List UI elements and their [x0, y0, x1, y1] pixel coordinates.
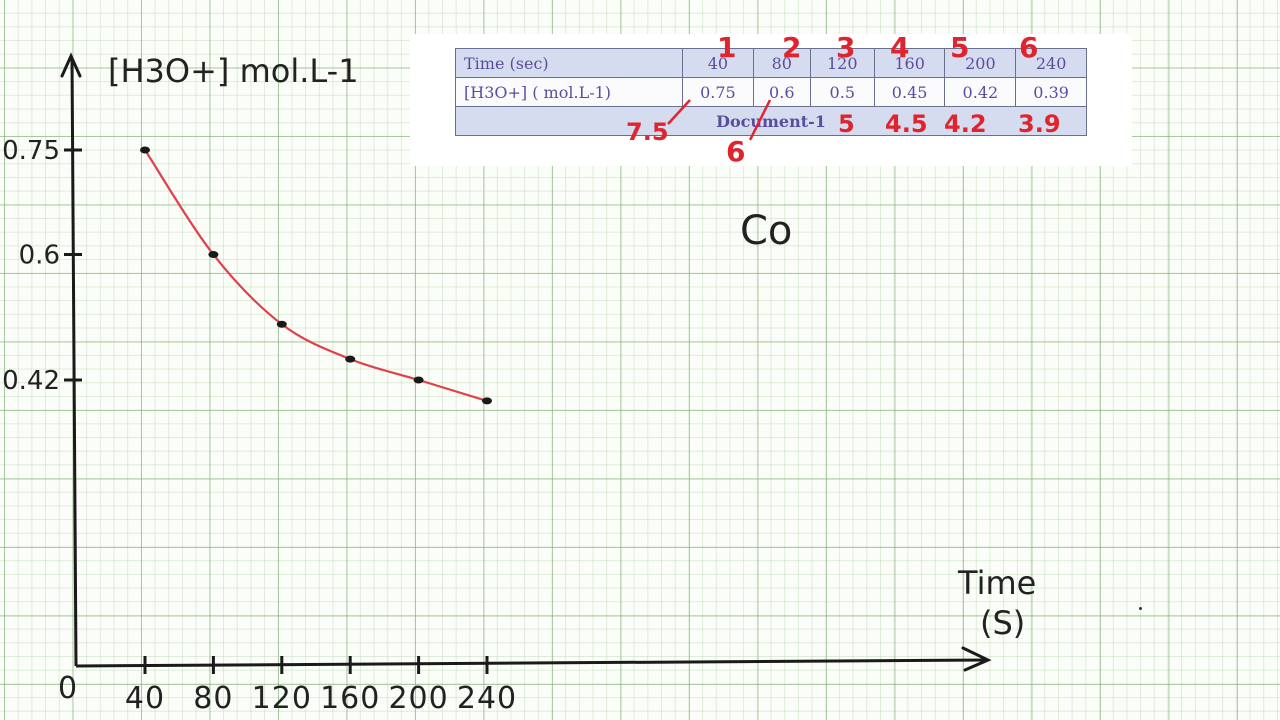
- x-tick-label: 240: [457, 681, 517, 716]
- y-tick-label: 0.75: [2, 136, 60, 166]
- scaled-value: 5: [838, 110, 855, 138]
- y-ticks: 0.75 0.6 0.42: [2, 136, 82, 396]
- concentration-cell: 0.45: [873, 77, 946, 107]
- time-cell: 200: [944, 48, 1017, 78]
- concentration-cell: 0.75: [682, 77, 754, 107]
- x-axis-arrow: [961, 646, 992, 672]
- time-row: Time (sec) 40 80 120 160 200 240: [455, 48, 1087, 78]
- y-tick-label: 0.6: [19, 241, 60, 271]
- data-point: [413, 376, 424, 384]
- scaled-value: 6: [726, 135, 746, 168]
- time-cell: 160: [873, 48, 946, 78]
- origin-label: 0: [58, 671, 78, 706]
- x-tick-label: 200: [388, 681, 448, 716]
- concentration-cell: 0.5: [809, 77, 875, 107]
- scaled-value: 4.2: [944, 110, 987, 138]
- concentration-cell: 0.6: [752, 77, 811, 107]
- data-table: Time (sec) 40 80 120 160 200 240 [H3O+] …: [455, 48, 1087, 136]
- time-row-label: Time (sec): [455, 48, 683, 78]
- scaled-value: 3.9: [1018, 110, 1061, 138]
- time-cell: 240: [1015, 48, 1087, 78]
- scaled-value: 4.5: [885, 110, 928, 138]
- scaled-value: 7.5: [626, 118, 669, 146]
- column-number: 4: [890, 31, 910, 64]
- column-number: 6: [1019, 31, 1039, 64]
- table-caption: Document-1: [455, 106, 1087, 136]
- x-tick-label: 40: [125, 681, 165, 716]
- column-number: 3: [836, 31, 856, 64]
- data-table-card: Time (sec) 40 80 120 160 200 240 [H3O+] …: [410, 34, 1132, 166]
- data-point: [482, 397, 492, 405]
- y-axis: [70, 57, 78, 667]
- x-tick-label: 120: [252, 681, 312, 716]
- x-axis-unit: (S): [980, 604, 1025, 642]
- data-point: [208, 251, 219, 259]
- data-point: [345, 355, 356, 363]
- concentration-row-label: [H3O+] ( mol.L-1): [455, 77, 683, 107]
- x-axis-title: Time: [957, 564, 1036, 602]
- column-number: 1: [717, 31, 737, 64]
- data-point: [276, 320, 287, 328]
- concentration-cell: 0.39: [1015, 77, 1087, 107]
- x-tick-label: 80: [193, 681, 233, 716]
- concentration-row: [H3O+] ( mol.L-1) 0.75 0.6 0.5 0.45 0.42…: [455, 77, 1087, 107]
- time-cell: 120: [809, 48, 875, 78]
- data-point: [140, 146, 150, 154]
- caption-row: Document-1: [455, 106, 1087, 136]
- column-number: 5: [950, 31, 970, 64]
- x-axis: [75, 658, 987, 668]
- time-cell: 40: [682, 48, 754, 78]
- column-number: 2: [782, 31, 802, 64]
- stray-mark: [1139, 607, 1142, 610]
- y-axis-arrow: [60, 52, 82, 78]
- x-ticks: 40 80 120 160 200 240: [125, 656, 517, 716]
- y-tick-label: 0.42: [2, 366, 60, 396]
- series-curve: [144, 149, 488, 402]
- data-points: [140, 146, 492, 405]
- y-axis-title: [H3O+] mol.L-1: [108, 52, 359, 90]
- x-tick-label: 160: [320, 681, 380, 716]
- concentration-cell: 0.42: [944, 77, 1017, 107]
- note-label: Co: [740, 208, 793, 254]
